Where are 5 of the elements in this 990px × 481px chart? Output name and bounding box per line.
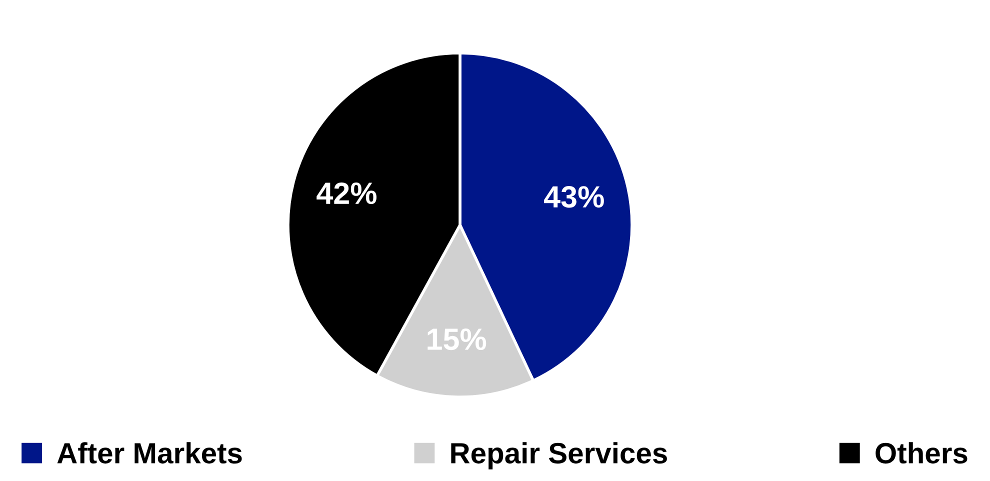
data-label: 42% xyxy=(316,182,376,204)
data-label: 43% xyxy=(544,186,604,208)
legend-label: Others xyxy=(876,442,968,464)
legend-label: After Markets xyxy=(57,442,242,464)
legend-label: Repair Services xyxy=(451,442,667,470)
